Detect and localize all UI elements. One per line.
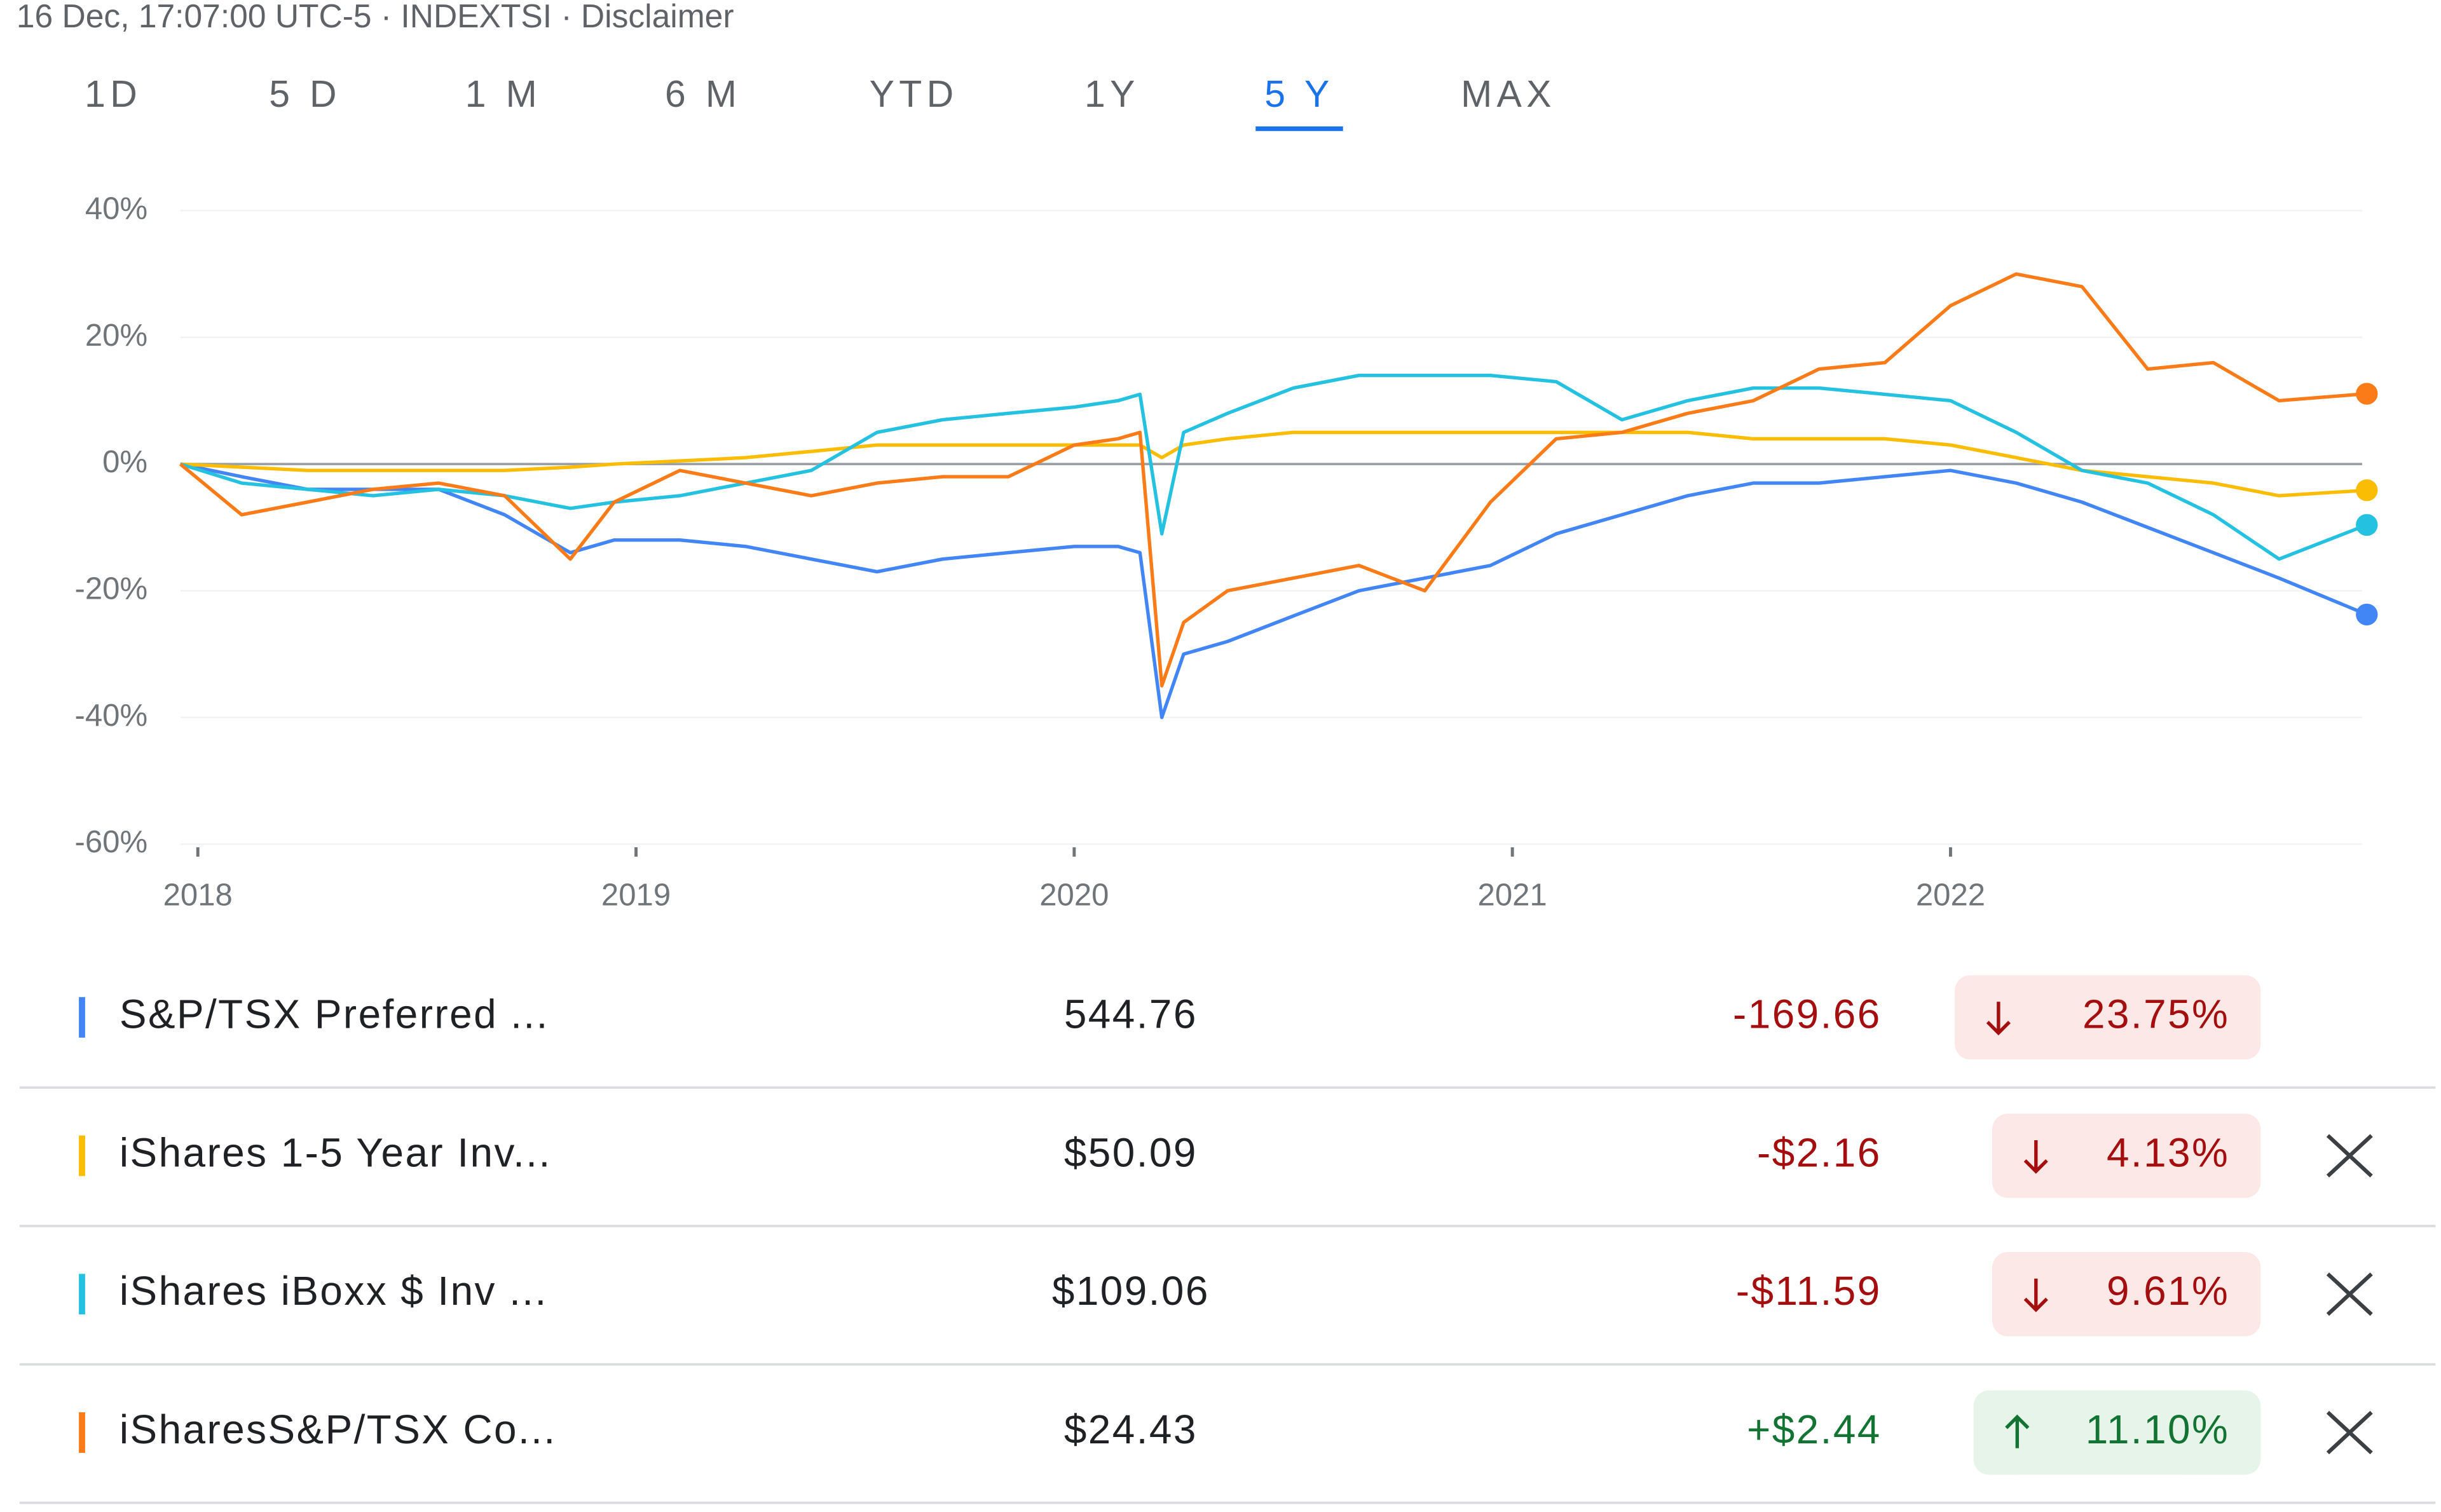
series-line [179,373,2368,561]
series-end-dot [2356,479,2378,501]
y-tick-label: 40% [85,191,147,226]
quote-price: $109.06 [1052,1268,1210,1314]
range-tab[interactable]: 1D [85,74,142,115]
series-line [180,462,2368,719]
percent-change: 4.13% [2107,1129,2229,1175]
range-tab[interactable]: 1Y [1084,74,1140,115]
quote-list: S&P/TSX Preferred ... 544.76 -169.66 23.75%… [19,975,2436,1504]
series-line [179,272,2367,688]
percent-pill [1992,1114,2261,1198]
range-tab[interactable]: MAX [1461,74,1556,115]
quote-name: iSharesS&P/TSX Co... [120,1406,557,1452]
series-color-bar [79,997,85,1038]
range-tab[interactable]: YTD [870,74,959,115]
series-end-dot [2356,603,2378,626]
arrow-down [2023,1278,2048,1312]
percent-change: 23.75% [2082,991,2229,1037]
percent-pill [1955,975,2261,1060]
range-tab[interactable]: 6 M [665,74,741,115]
quote-change: -$11.59 [1736,1268,1882,1314]
range-tab[interactable]: 5 Y [1264,74,1334,115]
quote-change: -$2.16 [1757,1129,1882,1175]
quote-name: S&P/TSX Preferred ... [120,991,549,1037]
y-tick-label: 20% [85,318,147,353]
series-line [180,430,2367,498]
active-tab-underline [1255,126,1343,132]
x-tick-label: 2021 [1478,878,1547,913]
range-tabs: 1D 5 D 1 M 6 M YTD 1Y 5 Y MAX [85,74,1556,132]
x-tick-label: 2018 [163,878,233,913]
quote-change: +$2.44 [1747,1406,1882,1452]
range-tab[interactable]: 5 D [269,74,341,115]
quote-name: iShares iBoxx $ Inv ... [120,1268,548,1314]
arrow-down [1986,1002,2011,1036]
x-tick-label: 2019 [601,878,671,913]
quote-row[interactable]: iSharesS&P/TSX Co... $24.43 +$2.44 11.10% [79,1390,2373,1475]
quote-row[interactable]: iShares iBoxx $ Inv ... $109.06 -$11.59 9.6… [79,1251,2373,1337]
remove-button[interactable] [2326,1272,2373,1316]
percent-pill [1992,1251,2261,1337]
x-tick-label: 2020 [1039,878,1109,913]
series-color-bar [79,1135,85,1176]
range-tab[interactable]: 1 M [465,74,542,115]
quote-row[interactable]: S&P/TSX Preferred ... 544.76 -169.66 23.75% [79,975,2261,1060]
percent-pill [1973,1390,2261,1475]
quote-price: $50.09 [1064,1129,1198,1175]
arrow-down [2023,1140,2048,1174]
remove-button[interactable] [2326,1134,2373,1178]
y-tick-label: -60% [75,825,148,859]
y-tick-label: -20% [75,571,148,606]
percent-change: 11.10% [2086,1406,2229,1452]
percent-change: 9.61% [2107,1268,2229,1314]
series-color-bar [79,1274,85,1315]
quote-row[interactable]: iShares 1-5 Year Inv... $50.09 -$2.16 4.13% [79,1114,2373,1198]
series-end-dot [2356,383,2378,405]
chart: 40% 20% 0% -20% -40% -60% 2018 2019 2020 2021 2022 [75,191,2378,913]
quote-price: 544.76 [1064,991,1198,1037]
remove-button[interactable] [2326,1410,2373,1455]
x-tick-label: 2022 [1916,878,1985,913]
arrow-up [2005,1414,2030,1448]
series-end-dot [2356,514,2378,536]
y-tick-label: -40% [75,698,148,733]
y-tick-label: 0% [102,445,147,479]
quote-name: iShares 1-5 Year Inv... [120,1129,552,1175]
quote-change: -169.66 [1733,991,1882,1037]
header-info: 16 Dec, 17:07:00 UTC-5 · INDEXTSI · Disc… [17,0,734,34]
quote-price: $24.43 [1064,1406,1198,1452]
series-color-bar [79,1412,85,1453]
